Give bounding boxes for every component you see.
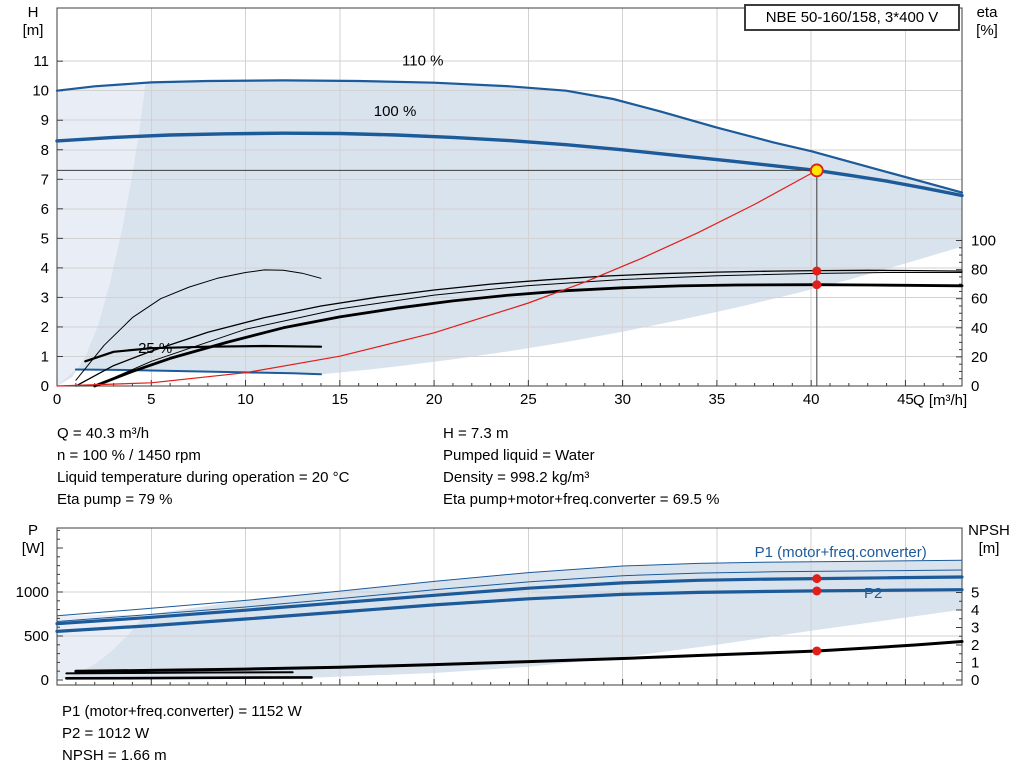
info-line-npsh: NPSH = 1.66 m bbox=[62, 747, 167, 764]
duty-info-right: H = 7.3 m Pumped liquid = Water Density … bbox=[443, 423, 719, 511]
info-line-n: n = 100 % / 1450 rpm bbox=[57, 447, 201, 464]
tick-label: 10 bbox=[237, 391, 254, 408]
power-curve-label: P1 (motor+freq.converter) bbox=[755, 544, 927, 561]
tick-label: 6 bbox=[41, 201, 49, 218]
tick-label: 0 bbox=[971, 672, 979, 689]
tick-label: 11 bbox=[33, 53, 49, 70]
operating-envelope bbox=[57, 80, 962, 387]
eta-axis-unit: [%] bbox=[976, 22, 998, 39]
tick-label: 0 bbox=[41, 378, 49, 395]
npsh-axis-name: NPSH bbox=[968, 522, 1010, 539]
eta-25-curve bbox=[84, 344, 323, 363]
power-curve-label: P2 bbox=[864, 585, 882, 602]
tick-label: 500 bbox=[24, 628, 49, 645]
tick-label: 1000 bbox=[16, 584, 49, 601]
p-25-curve bbox=[65, 671, 294, 675]
speed-25-curve bbox=[74, 368, 322, 376]
tick-label: 20 bbox=[971, 349, 988, 366]
tick-label: 15 bbox=[331, 391, 348, 408]
tick-label: 8 bbox=[41, 142, 49, 159]
tick-label: 7 bbox=[41, 171, 49, 188]
npsh-duty-point bbox=[812, 646, 822, 656]
eta-pump-curve-2 bbox=[94, 272, 963, 387]
tick-label: 0 bbox=[971, 378, 979, 395]
tick-label: 35 bbox=[709, 391, 726, 408]
operating-envelope-light bbox=[57, 82, 146, 386]
tick-label: 40 bbox=[971, 320, 988, 337]
info-line-density: Density = 998.2 kg/m³ bbox=[443, 469, 590, 486]
p1-duty-point bbox=[812, 574, 822, 584]
info-line-eta-pump: Eta pump = 79 % bbox=[57, 491, 173, 508]
info-line-q: Q = 40.3 m³/h bbox=[57, 425, 150, 442]
curve-label: 100 % bbox=[374, 103, 417, 120]
tick-label: 1 bbox=[41, 348, 49, 365]
info-line-p1: P1 (motor+freq.converter) = 1152 W bbox=[62, 703, 302, 720]
speed-100-curve bbox=[55, 131, 964, 198]
p1-curve bbox=[55, 575, 964, 626]
p2-curve bbox=[55, 588, 964, 634]
power-envelope bbox=[57, 560, 962, 679]
duty-point bbox=[809, 163, 824, 178]
info-line-eta-total: Eta pump+motor+freq.converter = 69.5 % bbox=[443, 491, 720, 508]
tick-label: 80 bbox=[971, 262, 988, 279]
tick-label: 2 bbox=[971, 637, 979, 654]
tick-label: 5 bbox=[41, 230, 49, 247]
tick-label: 60 bbox=[971, 291, 988, 308]
p-axis-unit: [W] bbox=[21, 540, 45, 557]
npsh-25-curve bbox=[65, 676, 313, 680]
info-line-p2: P2 = 1012 W bbox=[62, 725, 150, 742]
tick-label: 45 bbox=[897, 391, 914, 408]
npsh-curve bbox=[74, 640, 964, 673]
speed-110-curve bbox=[55, 79, 964, 194]
eta-total-point bbox=[812, 280, 822, 290]
tick-label: 40 bbox=[803, 391, 820, 408]
power-info: P1 (motor+freq.converter) = 1152 W P2 = … bbox=[62, 701, 302, 767]
tick-label: 5 bbox=[971, 585, 979, 602]
info-line-temperature: Liquid temperature during operation = 20… bbox=[57, 469, 350, 486]
p-axis-label: P [W] bbox=[14, 522, 52, 558]
tick-label: 1 bbox=[971, 655, 979, 672]
q-axis-label: Q [m³/h] bbox=[913, 392, 968, 409]
tick-label: 0 bbox=[41, 672, 49, 689]
eta-axis-name: eta bbox=[976, 4, 998, 21]
eta-axis-label: eta [%] bbox=[964, 4, 1010, 40]
tick-label: 100 bbox=[971, 233, 996, 250]
tick-label: 5 bbox=[147, 391, 155, 408]
curve-label: 110 % bbox=[402, 53, 443, 70]
tick-label: 0 bbox=[53, 391, 61, 408]
p2-duty-point bbox=[812, 586, 822, 596]
tick-label: 2 bbox=[41, 319, 49, 336]
tick-label: 25 bbox=[520, 391, 537, 408]
h-axis-label: H [m] bbox=[14, 4, 52, 40]
npsh-axis-unit: [m] bbox=[978, 540, 1000, 557]
tick-label: 20 bbox=[426, 391, 443, 408]
curve-label: 25 % bbox=[138, 340, 172, 357]
npsh-axis-label: NPSH [m] bbox=[960, 522, 1018, 558]
p-axis-name: P bbox=[27, 522, 38, 539]
eta-pump-point bbox=[812, 266, 822, 276]
tick-label: 3 bbox=[41, 289, 49, 306]
duty-info-left: Q = 40.3 m³/h n = 100 % / 1450 rpm Liqui… bbox=[57, 423, 349, 511]
h-axis-unit: [m] bbox=[22, 22, 44, 39]
eta-pump-curve bbox=[75, 269, 963, 387]
p-band-line-2 bbox=[56, 569, 963, 622]
info-line-h: H = 7.3 m bbox=[443, 425, 509, 442]
info-line-liquid: Pumped liquid = Water bbox=[443, 447, 595, 464]
tick-label: 9 bbox=[41, 112, 49, 129]
tick-label: 3 bbox=[971, 620, 979, 637]
tick-label: 10 bbox=[32, 83, 49, 100]
system-curve bbox=[56, 169, 818, 387]
p-band-top-line bbox=[56, 559, 963, 617]
h-axis-name: H bbox=[27, 4, 39, 21]
tick-label: 4 bbox=[41, 260, 49, 277]
pump-designation-box: NBE 50-160/158, 3*400 V bbox=[744, 4, 960, 31]
tick-label: 4 bbox=[971, 602, 979, 619]
tick-label: 30 bbox=[614, 391, 631, 408]
eta-reduced-speed-arc bbox=[75, 269, 322, 381]
